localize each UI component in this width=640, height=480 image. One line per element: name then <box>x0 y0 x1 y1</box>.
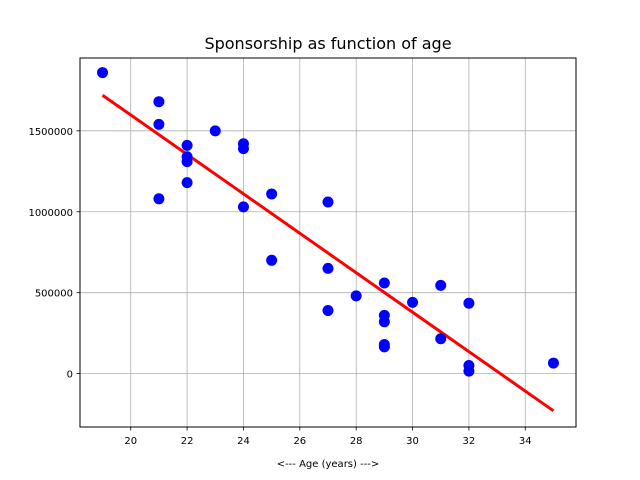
data-point <box>350 290 362 302</box>
y-tick-label: 500000 <box>35 289 73 300</box>
x-tick-label: 24 <box>237 436 250 447</box>
y-tick-label: 1500000 <box>28 127 73 138</box>
plot-frame <box>79 57 577 428</box>
data-point <box>237 201 249 213</box>
data-point <box>378 341 390 353</box>
data-point <box>322 304 334 316</box>
x-axis-label: <--- Age (years) ---> <box>277 459 380 470</box>
data-point <box>547 357 559 369</box>
data-point <box>181 156 193 168</box>
x-tick-label: 20 <box>124 436 137 447</box>
data-point <box>322 262 334 274</box>
chart-title: Sponsorship as function of age <box>204 34 451 53</box>
y-tick-label: 1000000 <box>28 208 73 219</box>
data-point <box>237 143 249 155</box>
grid <box>80 58 576 427</box>
data-point <box>322 196 334 208</box>
x-tick-label: 32 <box>463 436 476 447</box>
regression-line <box>101 93 555 413</box>
data-point <box>153 193 165 205</box>
data-point <box>463 297 475 309</box>
data-point <box>435 333 447 345</box>
x-tick-label: 28 <box>350 436 363 447</box>
data-point <box>266 254 278 266</box>
data-point <box>97 67 109 79</box>
data-point <box>181 177 193 189</box>
data-point <box>153 96 165 108</box>
data-point <box>153 118 165 130</box>
x-tick-label: 26 <box>293 436 306 447</box>
fit-line-group <box>101 93 555 413</box>
x-tick-label: 22 <box>181 436 194 447</box>
x-tick-label: 34 <box>519 436 532 447</box>
data-point <box>435 279 447 291</box>
data-point <box>463 365 475 377</box>
y-axis: 0 500000 1000000 1500000 <box>28 127 80 381</box>
data-point <box>181 139 193 151</box>
data-point <box>378 277 390 289</box>
y-tick-label: 0 <box>67 370 73 381</box>
x-tick-label: 30 <box>406 436 419 447</box>
data-point <box>209 125 221 137</box>
data-point <box>407 296 419 308</box>
data-point <box>378 316 390 328</box>
x-axis: 20 22 24 26 28 30 32 34 <box>124 427 532 447</box>
data-points <box>97 67 559 377</box>
data-point <box>266 188 278 200</box>
